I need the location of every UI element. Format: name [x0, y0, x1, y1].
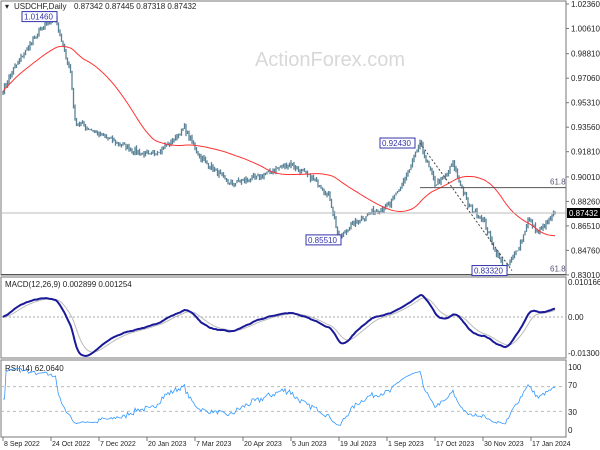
price-tick-label: 0.98810 — [571, 50, 600, 59]
price-tick-label: 0.97060 — [571, 74, 600, 83]
price-tick-label: 0.84760 — [571, 246, 600, 255]
rsi-panel-frame — [0, 359, 567, 438]
fib-level-label: 61.8 — [550, 264, 566, 273]
date-tick-label: 8 Sep 2022 — [4, 441, 40, 448]
date-tick-label: 7 Dec 2022 — [100, 441, 136, 448]
price-annotation-box — [471, 265, 508, 277]
moving-average-line — [2, 45, 556, 237]
price-tick-label: 0.86510 — [571, 222, 600, 231]
macd-tick-label: 0.00 — [568, 313, 584, 322]
price-tick-label: 1.02360 — [571, 0, 600, 9]
date-tick-label: 24 Oct 2022 — [52, 441, 90, 448]
price-annotation-box — [21, 11, 58, 23]
price-annotation-box — [379, 137, 416, 149]
price-annotation-label: 0.85510 — [308, 236, 337, 245]
price-tick-label: 0.93560 — [571, 123, 600, 132]
date-tick-label: 30 Nov 2023 — [484, 441, 524, 448]
date-tick-label: 20 Apr 2023 — [244, 441, 282, 448]
rsi-line — [3, 368, 556, 426]
fib-trend-line — [419, 142, 513, 271]
macd-label: MACD(12,26,9) 0.002899 0.001254 — [5, 280, 132, 289]
collapse-arrow-icon[interactable]: ▾ — [5, 2, 9, 11]
date-tick-label: 19 Jul 2023 — [340, 441, 376, 448]
price-tick-label: 0.91810 — [571, 148, 600, 157]
price-annotation-label: 0.83320 — [474, 267, 503, 276]
main-panel-frame — [0, 0, 567, 276]
symbol-label: USDCHF,Daily — [14, 2, 66, 11]
rsi-tick-label: 100 — [568, 363, 582, 372]
watermark: ActionForex.com — [255, 49, 405, 71]
fib-level-label: 61.8 — [550, 178, 566, 187]
date-tick-label: 5 Jun 2023 — [292, 441, 327, 448]
current-price-label: 0.87432 — [569, 209, 598, 218]
ohlc-readout: 0.87342 0.87445 0.87318 0.87432 — [74, 2, 197, 11]
price-annotation-label: 0.92430 — [382, 139, 411, 148]
current-price-box — [567, 207, 600, 218]
price-tick-label: 0.90010 — [571, 173, 600, 182]
price-tick-label: 1.00610 — [571, 25, 600, 34]
price-annotation-label: 1.01460 — [24, 13, 53, 22]
macd-line — [2, 293, 556, 358]
price-tick-label: 0.95310 — [571, 99, 600, 108]
macd-tick-label: -0.013006 — [568, 349, 600, 358]
date-tick-label: 20 Jan 2023 — [148, 441, 187, 448]
price-tick-label: 0.83010 — [571, 271, 600, 280]
date-tick-label: 1 Sep 2023 — [388, 441, 424, 448]
rsi-tick-label: 70 — [568, 381, 577, 390]
date-tick-label: 7 Mar 2023 — [196, 441, 232, 448]
rsi-label: RSI(14) 62.0640 — [5, 364, 64, 373]
rsi-tick-label: 30 — [568, 408, 577, 417]
date-tick-label: 17 Jan 2024 — [532, 441, 571, 448]
price-annotation-box — [305, 234, 342, 246]
macd-tick-label: 0.010166 — [568, 278, 600, 287]
date-tick-label: 17 Oct 2023 — [436, 441, 474, 448]
rsi-tick-label: 0 — [568, 426, 573, 435]
macd-signal-line — [2, 297, 556, 353]
price-tick-label: 0.88260 — [571, 197, 600, 206]
